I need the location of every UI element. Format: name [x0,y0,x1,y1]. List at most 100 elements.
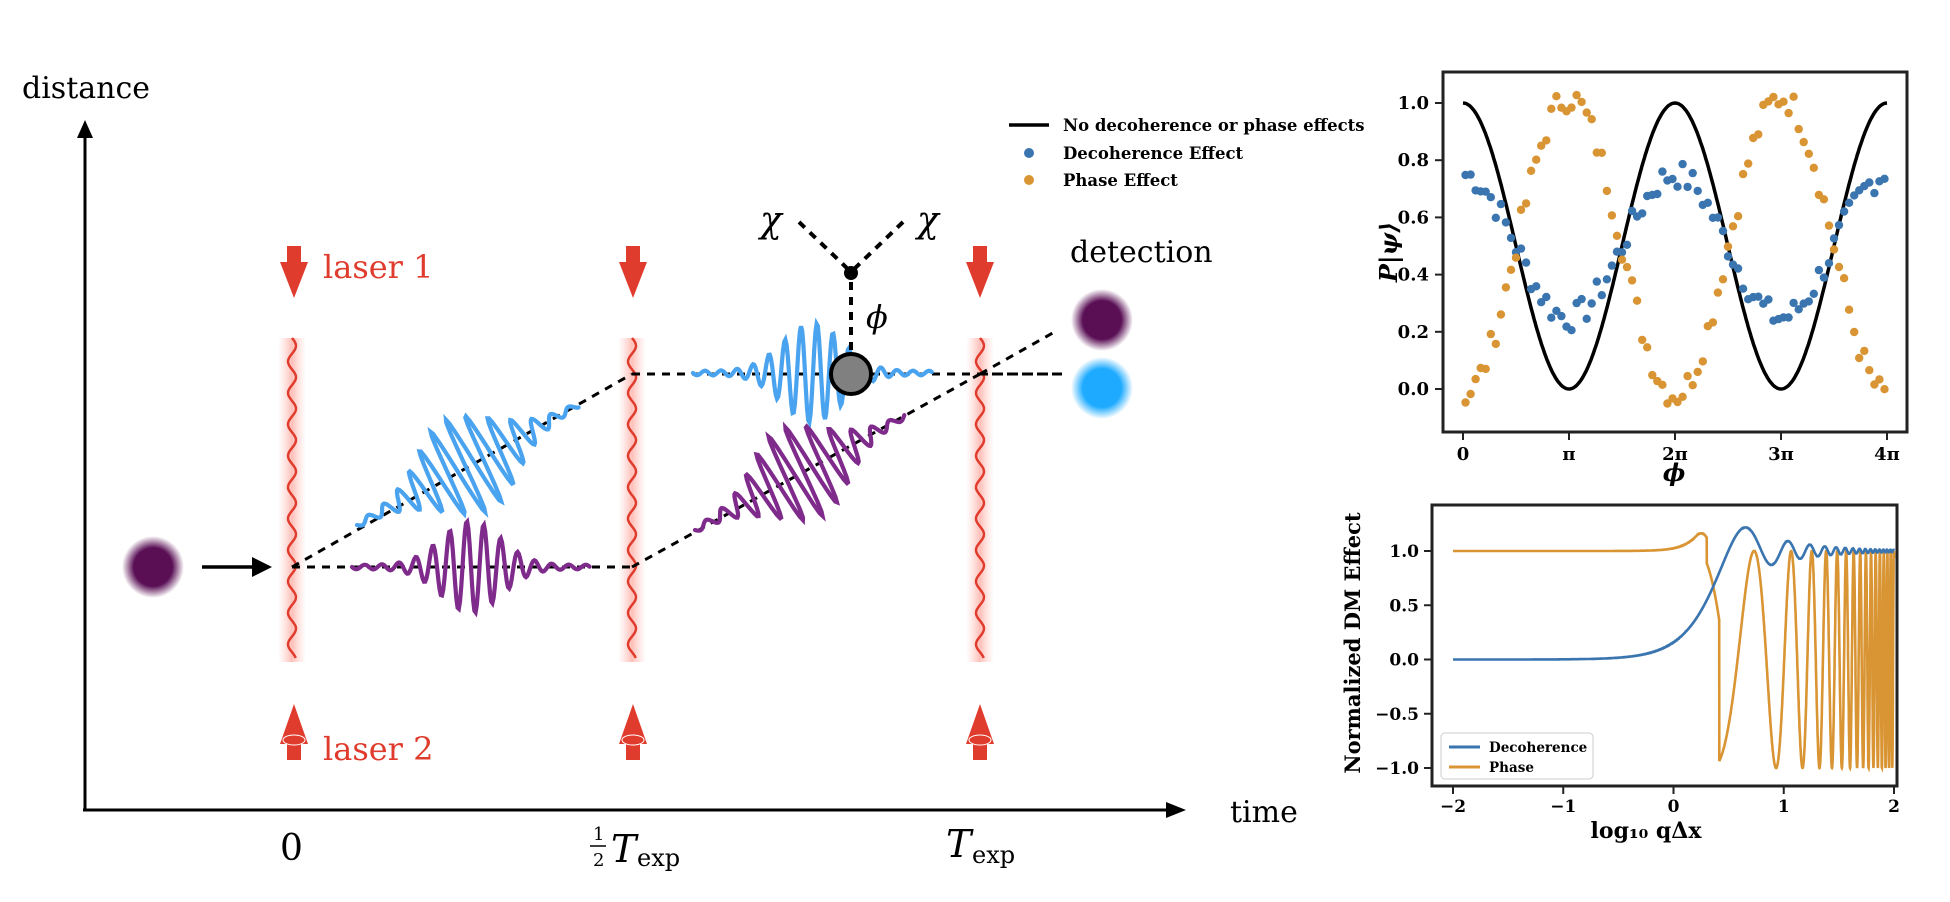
chart1-decoherence-point [1592,277,1602,286]
chart1-phase-point [1511,253,1521,262]
chart1-phase-point [1612,231,1622,240]
laser-down-head-1 [619,262,647,298]
chart1-phase-point [1471,374,1480,384]
chart1-decoherence-point [1542,292,1551,302]
laser-arrows [280,246,994,760]
laser-beam-0 [286,337,298,659]
interferometer-diagram: distance time 0 1 2 T exp T exp laser 1 … [22,71,1365,872]
legend-line-label: No decoherence or phase effects [1063,116,1365,135]
chart1-phase-point [1643,343,1652,352]
chart1-decoherence-point [1653,189,1662,199]
chart1-decoherence-point [1829,234,1839,243]
chart1-xtick-label: 4π [1874,444,1900,465]
chart1-decoherence-point [1819,273,1829,282]
chart1-phase-point [1648,370,1657,380]
chart2-ytick-label: 1.0 [1389,542,1419,562]
chart1-decoherence-point [1607,261,1617,270]
chi-line-left [797,220,853,274]
chart1-phase-point [1501,283,1511,292]
detected-atom-blue [1071,357,1133,419]
chart1-decoherence-point [1809,289,1819,298]
chart1-decoherence-point [1557,311,1566,321]
chart1-phase-point [1567,103,1576,112]
chart1-xtick-label: 2π [1662,444,1688,465]
time-label-half: 1 2 T exp [590,824,680,872]
chart1-phase-point [1658,380,1667,389]
purple-packet-rising [692,413,907,533]
laser-pulses [278,337,994,662]
laser-up-head-0 [280,704,308,744]
time-label-full: T exp [946,822,1015,869]
chart1-decoherence-point [1532,282,1541,291]
chart1-phase-point [1850,327,1859,337]
dm-scattering-vertex: χ χ ϕ [757,200,941,396]
chart1-phase-point [1526,166,1536,175]
chart2-ytick-label: 0.5 [1389,596,1419,616]
chart1-phase-point [1824,221,1834,230]
phi-label: ϕ [866,298,888,336]
chart1-decoherence-point [1683,182,1692,192]
chart1-phase-point [1839,274,1849,283]
chart1-decoherence-point [1718,226,1728,236]
chart1-decoherence-point [1703,198,1713,207]
chart1-decoherence-point [1839,207,1849,216]
chart1-xtick-label: 0 [1457,444,1470,465]
half-frac-num: 1 [593,824,604,845]
chart1-decoherence-point [1764,295,1773,304]
chart1-phase-point [1708,318,1718,327]
chart2-ytick-label: −0.5 [1375,705,1419,725]
chart1-phase-point [1521,199,1531,208]
chart1-phase-point [1552,92,1561,101]
chart1-ytick-label: 0.6 [1398,207,1429,228]
detected-atom-purple [1071,289,1133,351]
chart1-phase-point [1804,149,1814,158]
chart1-ticks: 0 π 2π 3π 4π 0.0 0.2 0.4 0.6 0.8 1.0 [1398,93,1900,465]
chart2-legend-phase-label: Phase [1489,760,1534,776]
chart2-series [1453,526,1896,773]
chart2-decoherence-curve [1453,526,1896,661]
legend-phase-label: Phase Effect [1063,171,1178,190]
chart1-decoherence-point [1552,306,1561,315]
chart1-decoherence-point [1668,174,1677,184]
half-frac-den: 2 [593,850,604,871]
chart1-decoherence-point [1501,218,1511,227]
chart1-phase-point [1794,124,1803,134]
laser-up-head-1 [619,704,647,744]
chart1-ytick-label: 0.8 [1398,150,1429,171]
chart1-phase-point [1698,357,1708,366]
detection-label: detection [1070,235,1213,270]
chart1-phase-point [1688,381,1697,390]
chart1-decoherence-point [1870,188,1879,198]
chart1-phase-point [1537,141,1546,150]
chart1-decoherence-point [1789,298,1798,308]
chart1-phase-point [1875,375,1884,384]
chi-label-right: χ [914,200,941,241]
chart1-xtick-label: π [1562,444,1575,465]
y-axis-arrowhead [77,120,93,138]
chi-label-left: χ [757,200,784,241]
chart2-ylabel: Normalized DM Effect [1340,512,1365,773]
legend-decoherence-label: Decoherence Effect [1063,144,1243,163]
blue-packet-flat [690,317,934,429]
lower-path-2 [631,372,981,569]
chart1-ytick-label: 1.0 [1398,93,1429,114]
wave-packets [349,317,934,618]
chart1-phase-point [1779,97,1788,106]
chart1-phase-point [1638,335,1647,345]
chart1-decoherence-point [1880,174,1889,183]
chart2-ytick-label: −1.0 [1375,759,1419,779]
chart1-decoherence-point [1466,170,1475,179]
half-T-sub: exp [637,844,680,872]
probability-vs-phase-chart: 0 π 2π 3π 4π 0.0 0.2 0.4 0.6 0.8 1.0 P|ψ⟩ ϕ [1374,70,1909,487]
chart1-phase-point [1713,288,1723,297]
chart1-decoherence-point [1597,291,1607,300]
laser-down-head-0 [280,262,308,298]
chart1-phase-point [1855,353,1864,363]
normalized-dm-effect-chart: −2 −1 0 1 2 −1.0 −0.5 0.0 0.5 1.0 Normalized DM E… [1340,503,1900,844]
chart1-ytick-label: 0.2 [1398,322,1429,343]
chart1-decoherence-point [1486,193,1496,202]
laser-2-label: laser 2 [323,730,434,768]
chart1-phase-point [1683,371,1692,381]
chart1-decoherence-point [1491,213,1501,222]
chart1-decoherence-point [1824,259,1834,268]
